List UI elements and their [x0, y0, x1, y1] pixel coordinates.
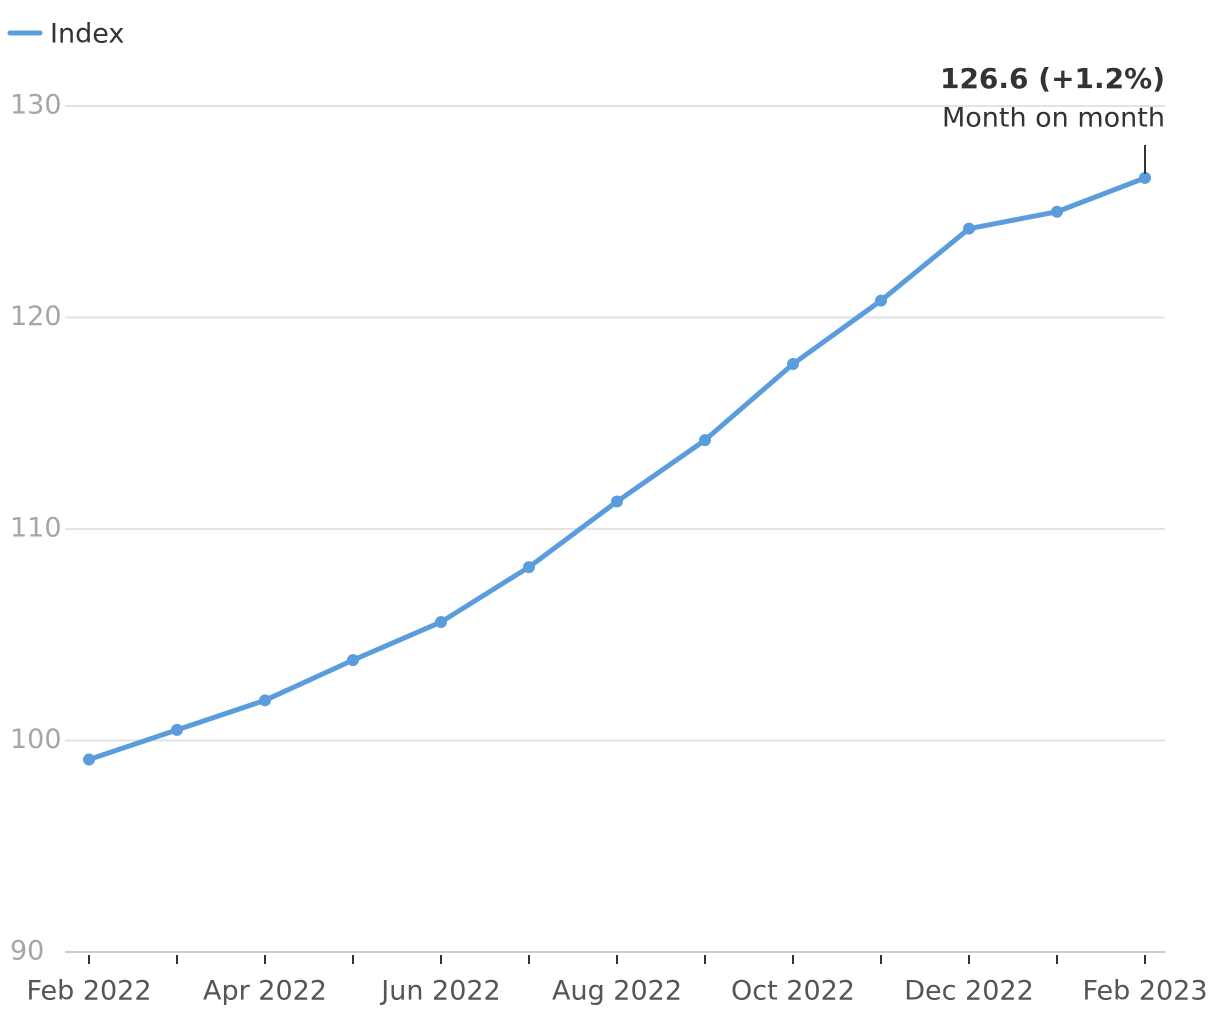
data-point: [83, 753, 95, 766]
data-point: [523, 561, 535, 574]
x-tick-label: Dec 2022: [904, 976, 1034, 1007]
data-point: [1051, 205, 1063, 218]
y-tick-label: 110: [10, 513, 62, 544]
series-line: [88, 175, 1146, 762]
x-tick-label: Apr 2022: [203, 976, 327, 1007]
data-point: [435, 616, 447, 629]
x-tick-label: Feb 2022: [26, 976, 151, 1007]
data-point: [347, 654, 359, 667]
data-point: [787, 358, 799, 371]
data-point: [963, 222, 975, 235]
x-tick-label: Feb 2023: [1082, 976, 1207, 1007]
data-point: [259, 694, 271, 707]
data-point: [875, 294, 887, 307]
data-point: [1139, 171, 1151, 184]
x-tick-label: Jun 2022: [379, 976, 500, 1007]
annotation-value: 126.6 (+1.2%): [940, 62, 1165, 95]
y-tick-label: 130: [10, 90, 62, 121]
x-tick-label: Oct 2022: [731, 976, 855, 1007]
legend-label: Index: [50, 19, 124, 50]
y-tick-label: 120: [10, 301, 62, 332]
data-point: [611, 495, 623, 508]
x-tick-label: Aug 2022: [552, 976, 682, 1007]
annotation-text: Month on month: [942, 103, 1165, 134]
y-tick-label: 90: [10, 936, 44, 967]
y-tick-label: 100: [10, 724, 62, 755]
data-point: [171, 723, 183, 736]
data-point: [699, 434, 711, 447]
